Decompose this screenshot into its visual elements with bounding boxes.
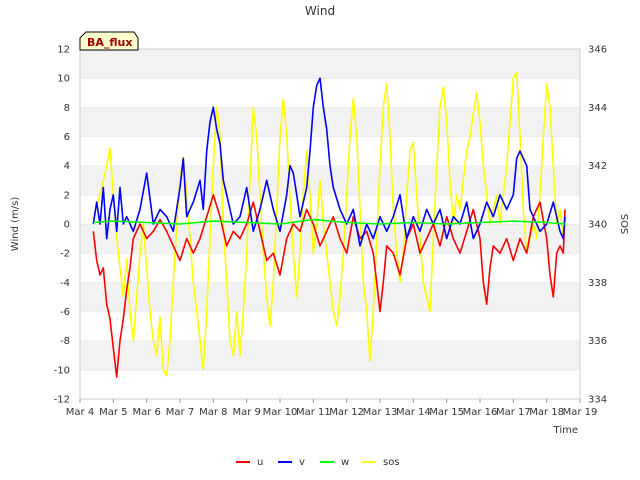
- y-tick-label: 8: [64, 103, 70, 114]
- y2-tick-label: 338: [588, 278, 607, 289]
- badge-box: [79, 31, 139, 51]
- y2-tick-label: 336: [588, 336, 607, 347]
- grid-band: [80, 49, 580, 79]
- plot-frame: [79, 48, 581, 400]
- y-tick-label: -6: [60, 307, 70, 318]
- site-badge: BA_flux: [79, 31, 139, 51]
- grid-band: [80, 224, 580, 254]
- y2-tick-label: 334: [588, 395, 607, 406]
- grid-band: [80, 311, 580, 341]
- x-axis-title: Time: [553, 425, 578, 436]
- x-tick-label: Mar 7: [166, 407, 194, 418]
- legend-label-sos: sos: [383, 457, 400, 468]
- y2-tick-label: 346: [588, 45, 607, 56]
- y-tick-label: -10: [54, 365, 70, 376]
- x-tick-label: Mar 8: [199, 407, 227, 418]
- x-tick-label: Mar 12: [329, 407, 364, 418]
- series-line-u: [92, 194, 566, 378]
- x-tick-label: Mar 11: [296, 407, 331, 418]
- grid-band: [80, 107, 580, 137]
- x-tick-label: Mar 4: [66, 407, 94, 418]
- y2-tick-label: 340: [588, 220, 607, 231]
- legend: u v w sos: [236, 457, 400, 468]
- legend-label-v: v: [299, 457, 305, 468]
- y-tick-label: 10: [57, 74, 70, 85]
- left-axis-ticks: -12 -10 -8 -6 -4 -2 0 2 4 6 8 10 12: [54, 45, 70, 406]
- chart-title: Wind: [305, 4, 335, 18]
- badge-label: BA_flux: [87, 36, 132, 49]
- y-tick-label: -2: [60, 249, 70, 260]
- x-tick-label: Mar 13: [363, 407, 398, 418]
- y2-tick-label: 344: [588, 103, 607, 114]
- x-tick-label: Mar 17: [496, 407, 531, 418]
- legend-label-w: w: [341, 457, 349, 468]
- y-tick-label: 6: [64, 132, 70, 143]
- x-tick-label: Mar 9: [232, 407, 260, 418]
- y-tick-label: -4: [60, 278, 70, 289]
- x-tick-label: Mar 5: [99, 407, 127, 418]
- x-tick-label: Mar 15: [429, 407, 464, 418]
- y2-tick-label: 342: [588, 161, 607, 172]
- series-line-sos: [92, 71, 566, 377]
- x-tick-label: Mar 10: [263, 407, 298, 418]
- grid-bands: [80, 48, 580, 399]
- x-tick-label: Mar 16: [463, 407, 498, 418]
- x-tick-label: Mar 14: [396, 407, 431, 418]
- y-tick-label: 4: [64, 161, 70, 172]
- y-tick-label: 0: [64, 220, 70, 231]
- series-line-v: [92, 77, 566, 247]
- y-tick-label: -8: [60, 336, 70, 347]
- series-layer: [92, 71, 566, 378]
- y-tick-label: 2: [64, 190, 70, 201]
- x-axis-ticks: Mar 4 Mar 5 Mar 6 Mar 7 Mar 8 Mar 9 Mar 10Mar …: [66, 399, 598, 418]
- right-axis-ticks: 334 336 338 340 342 344 346: [588, 45, 607, 406]
- series-line-w: [93, 218, 566, 225]
- x-tick-label: Mar 6: [132, 407, 160, 418]
- y-tick-label: 12: [57, 45, 70, 56]
- y2-axis-title: SOS: [620, 214, 631, 235]
- grid-band: [80, 78, 580, 108]
- x-tick-label: Mar 19: [563, 407, 598, 418]
- legend-label-u: u: [257, 457, 263, 468]
- y-tick-label: -12: [54, 395, 70, 406]
- x-tick-label: Mar 18: [529, 407, 564, 418]
- grid-band: [80, 369, 580, 399]
- y-axis-title: Wind (m/s): [10, 197, 21, 252]
